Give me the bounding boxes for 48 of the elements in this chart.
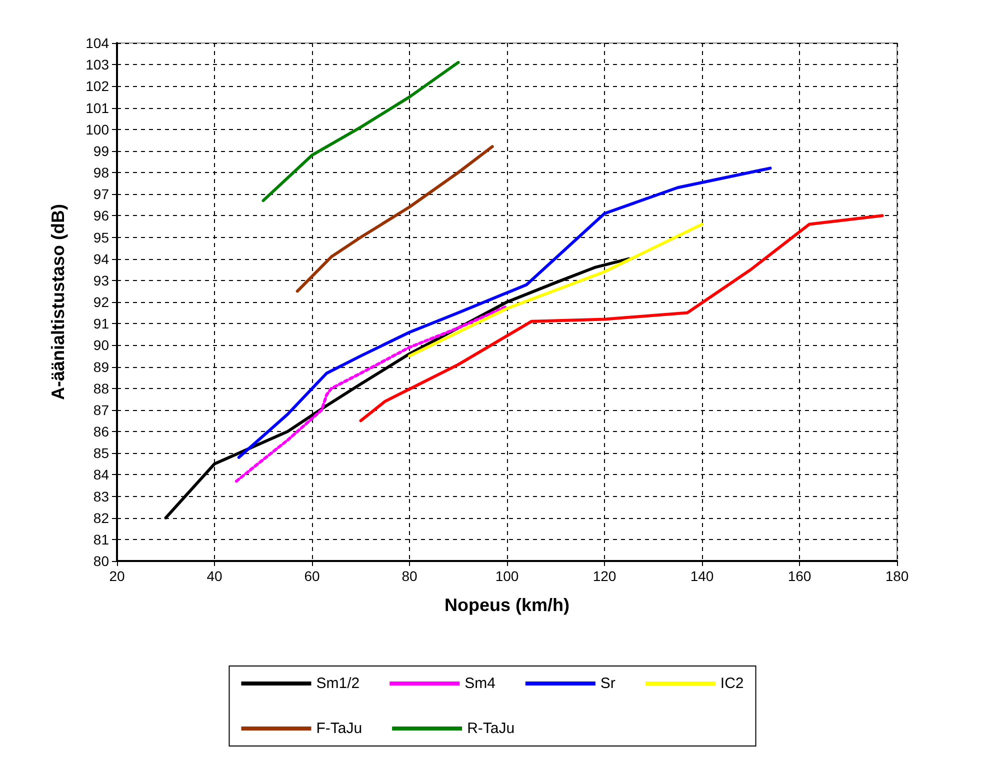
y-tick-label: 82 xyxy=(93,510,110,526)
y-tick-label: 85 xyxy=(93,445,110,462)
legend-label: R-TaJu xyxy=(467,720,515,737)
y-tick-label: 104 xyxy=(86,35,110,51)
y-tick-label: 88 xyxy=(93,380,110,396)
x-tick-label: 160 xyxy=(788,568,812,584)
x-tick-label: 120 xyxy=(592,568,616,584)
line-series xyxy=(237,166,772,459)
y-tick-label: 101 xyxy=(86,100,110,116)
line-series xyxy=(408,222,704,358)
line-series xyxy=(296,145,494,293)
y-tick-label: 83 xyxy=(93,488,110,504)
x-tick-label: 140 xyxy=(690,568,714,584)
x-tick-label: 40 xyxy=(206,568,222,584)
y-tick-label: 81 xyxy=(93,531,110,548)
legend-label: Sr xyxy=(600,675,616,692)
x-axis-title: Nopeus (km/h) xyxy=(444,595,570,615)
line-series xyxy=(234,304,508,483)
y-tick-label: 92 xyxy=(93,294,110,310)
y-tick-label: 91 xyxy=(93,316,110,332)
y-tick-label: 100 xyxy=(86,121,110,138)
x-tick-label: 100 xyxy=(495,568,519,584)
y-tick-label: 80 xyxy=(93,553,110,569)
legend-label: Sm4 xyxy=(464,675,496,692)
x-tick-label: 180 xyxy=(885,568,909,584)
line-series xyxy=(262,60,460,202)
y-tick-label: 93 xyxy=(93,272,110,288)
x-tick-label: 80 xyxy=(402,568,418,584)
y-tick-label: 97 xyxy=(93,186,110,202)
line-series xyxy=(359,214,884,422)
legend-label: Sm1/2 xyxy=(316,675,360,692)
y-tick-label: 94 xyxy=(93,250,110,267)
legend-label: IC2 xyxy=(720,675,744,692)
x-tick-label: 60 xyxy=(304,568,320,584)
x-tick-label: 20 xyxy=(109,568,125,584)
y-tick-label: 95 xyxy=(93,229,110,246)
y-tick-label: 103 xyxy=(86,56,110,73)
y-tick-label: 99 xyxy=(93,142,110,159)
y-tick-label: 90 xyxy=(93,337,110,354)
y-tick-label: 87 xyxy=(93,402,110,418)
y-tick-label: 89 xyxy=(93,358,110,375)
y-tick-label: 84 xyxy=(93,466,110,483)
y-tick-label: 96 xyxy=(93,208,110,224)
y-axis-title: A-äänialtistustaso (dB) xyxy=(48,204,68,400)
legend-label: F-TaJu xyxy=(316,720,362,737)
y-tick-label: 102 xyxy=(86,78,110,94)
y-tick-label: 98 xyxy=(93,164,110,180)
y-tick-label: 86 xyxy=(93,424,110,440)
